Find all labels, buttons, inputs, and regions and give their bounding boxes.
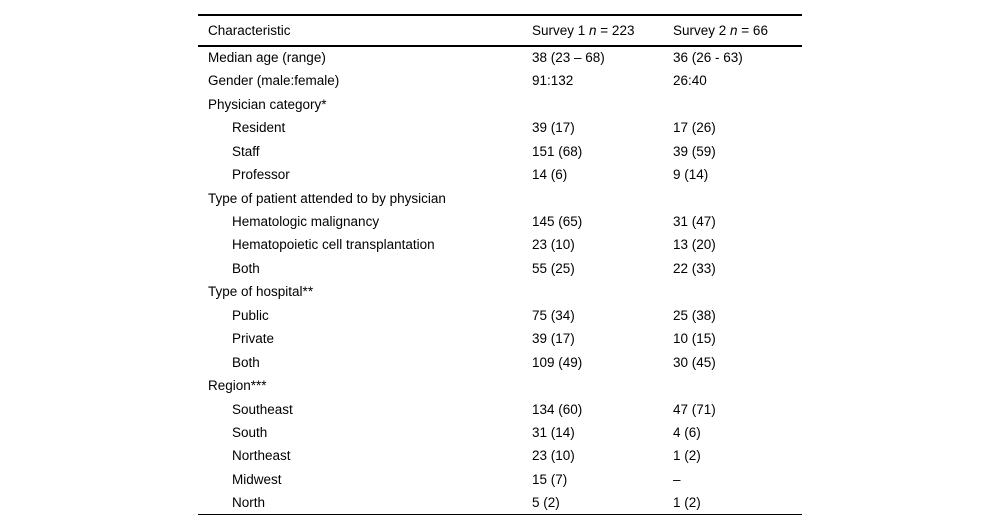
table-row: Midwest 15 (7) –	[198, 468, 802, 491]
table-row: Southeast 134 (60) 47 (71)	[198, 398, 802, 421]
characteristic-cell: North	[232, 495, 266, 511]
characteristic-cell: Midwest	[232, 471, 282, 487]
characteristic-cell: Both	[232, 260, 260, 276]
table-row: Hematologic malignancy 145 (65) 31 (47)	[198, 210, 802, 233]
survey1-value-cell: 145 (65)	[532, 214, 583, 230]
characteristic-cell: Type of patient attended to by physician	[208, 190, 446, 206]
survey2-value-cell: 9 (14)	[673, 167, 709, 183]
characteristic-cell: Resident	[232, 120, 286, 136]
survey2-value-cell: 1 (2)	[673, 495, 701, 511]
table-row: Private 39 (17) 10 (15)	[198, 327, 802, 350]
survey2-value-cell: 13 (20)	[673, 237, 716, 253]
survey1-header-suffix: = 223	[596, 23, 635, 38]
survey1-value-cell: 39 (17)	[532, 331, 575, 347]
table-row: Median age (range) 38 (23 – 68) 36 (26 - 6…	[198, 46, 802, 69]
survey1-value-cell: 75 (34)	[532, 307, 575, 323]
table-row: Professor 14 (6) 9 (14)	[198, 163, 802, 186]
survey1-value-cell: 23 (10)	[532, 448, 575, 464]
characteristic-cell: Both	[232, 354, 260, 370]
column-header-survey2: Survey 2 n = 66	[673, 15, 802, 47]
characteristic-cell: Type of hospital**	[208, 284, 314, 300]
characteristic-cell: Southeast	[232, 401, 293, 417]
survey2-value-cell: 1 (2)	[673, 448, 701, 464]
survey1-value-cell: 38 (23 – 68)	[532, 50, 605, 66]
table-header-row: Characteristic Survey 1 n = 223 Survey 2…	[198, 15, 802, 47]
survey1-value-cell: 55 (25)	[532, 260, 575, 276]
survey2-header-suffix: = 66	[737, 23, 768, 38]
table-row: Northeast 23 (10) 1 (2)	[198, 444, 802, 467]
table-row: Staff 151 (68) 39 (59)	[198, 140, 802, 163]
table-row: Type of hospital**	[198, 280, 802, 303]
table-row: Both 109 (49) 30 (45)	[198, 351, 802, 374]
survey1-value-cell	[532, 280, 673, 303]
survey2-header-n-symbol: n	[730, 23, 738, 38]
table-row: Gender (male:female) 91:132 26:40	[198, 69, 802, 92]
characteristic-cell: Public	[232, 307, 269, 323]
survey2-value-cell: 10 (15)	[673, 331, 716, 347]
column-header-characteristic: Characteristic	[198, 15, 532, 47]
survey2-value-cell: 36 (26 - 63)	[673, 50, 743, 66]
survey1-value-cell: 5 (2)	[532, 495, 560, 511]
survey2-header-prefix: Survey 2	[673, 23, 731, 38]
characteristic-cell: Gender (male:female)	[208, 73, 340, 89]
survey2-value-cell: 47 (71)	[673, 401, 716, 417]
characteristics-table: Characteristic Survey 1 n = 223 Survey 2…	[198, 14, 802, 516]
survey2-value-cell	[673, 93, 802, 116]
survey1-value-cell: 39 (17)	[532, 120, 575, 136]
characteristic-cell: Professor	[232, 167, 290, 183]
survey2-value-cell: 39 (59)	[673, 143, 716, 159]
characteristic-cell: Hematologic malignancy	[232, 214, 380, 230]
survey2-value-cell: 17 (26)	[673, 120, 716, 136]
survey2-value-cell: 25 (38)	[673, 307, 716, 323]
characteristic-cell: Staff	[232, 143, 260, 159]
survey1-value-cell	[532, 93, 673, 116]
table-row: Region***	[198, 374, 802, 397]
survey2-value-cell: 30 (45)	[673, 354, 716, 370]
survey1-value-cell: 151 (68)	[532, 143, 583, 159]
table-row: Both 55 (25) 22 (33)	[198, 257, 802, 280]
characteristic-cell: South	[232, 424, 268, 440]
survey1-value-cell	[532, 374, 673, 397]
survey2-value-cell: 26:40	[673, 73, 707, 89]
characteristic-cell: Physician category*	[208, 96, 327, 112]
survey1-value-cell: 134 (60)	[532, 401, 583, 417]
survey1-value-cell: 31 (14)	[532, 424, 575, 440]
survey1-header-prefix: Survey 1	[532, 23, 590, 38]
survey1-value-cell: 109 (49)	[532, 354, 583, 370]
characteristic-cell: Region***	[208, 378, 267, 394]
survey2-value-cell	[673, 280, 802, 303]
table-row: Hematopoietic cell transplantation 23 (10…	[198, 234, 802, 257]
table-row: Resident 39 (17) 17 (26)	[198, 116, 802, 139]
survey1-value-cell: 15 (7)	[532, 471, 568, 487]
column-header-survey1: Survey 1 n = 223	[532, 15, 673, 47]
characteristic-cell: Private	[232, 331, 275, 347]
survey1-value-cell: 23 (10)	[532, 237, 575, 253]
survey2-value-cell: 31 (47)	[673, 214, 716, 230]
table-row: Type of patient attended to by physician	[198, 187, 802, 210]
survey2-value-cell: –	[673, 471, 681, 487]
survey1-value-cell: 91:132	[532, 73, 574, 89]
survey2-value-cell	[673, 374, 802, 397]
characteristic-cell: Median age (range)	[208, 50, 326, 66]
table-row: Physician category*	[198, 93, 802, 116]
survey2-value-cell	[673, 187, 802, 210]
table-row: Public 75 (34) 25 (38)	[198, 304, 802, 327]
characteristic-cell: Hematopoietic cell transplantation	[232, 237, 435, 253]
table-row: South 31 (14) 4 (6)	[198, 421, 802, 444]
survey1-value-cell: 14 (6)	[532, 167, 568, 183]
survey2-value-cell: 4 (6)	[673, 424, 701, 440]
survey2-value-cell: 22 (33)	[673, 260, 716, 276]
survey1-value-cell	[532, 187, 673, 210]
table-row: North 5 (2) 1 (2)	[198, 491, 802, 514]
survey1-header-n-symbol: n	[589, 23, 597, 38]
characteristic-cell: Northeast	[232, 448, 291, 464]
table-body: Median age (range) 38 (23 – 68) 36 (26 - 6…	[198, 46, 802, 515]
